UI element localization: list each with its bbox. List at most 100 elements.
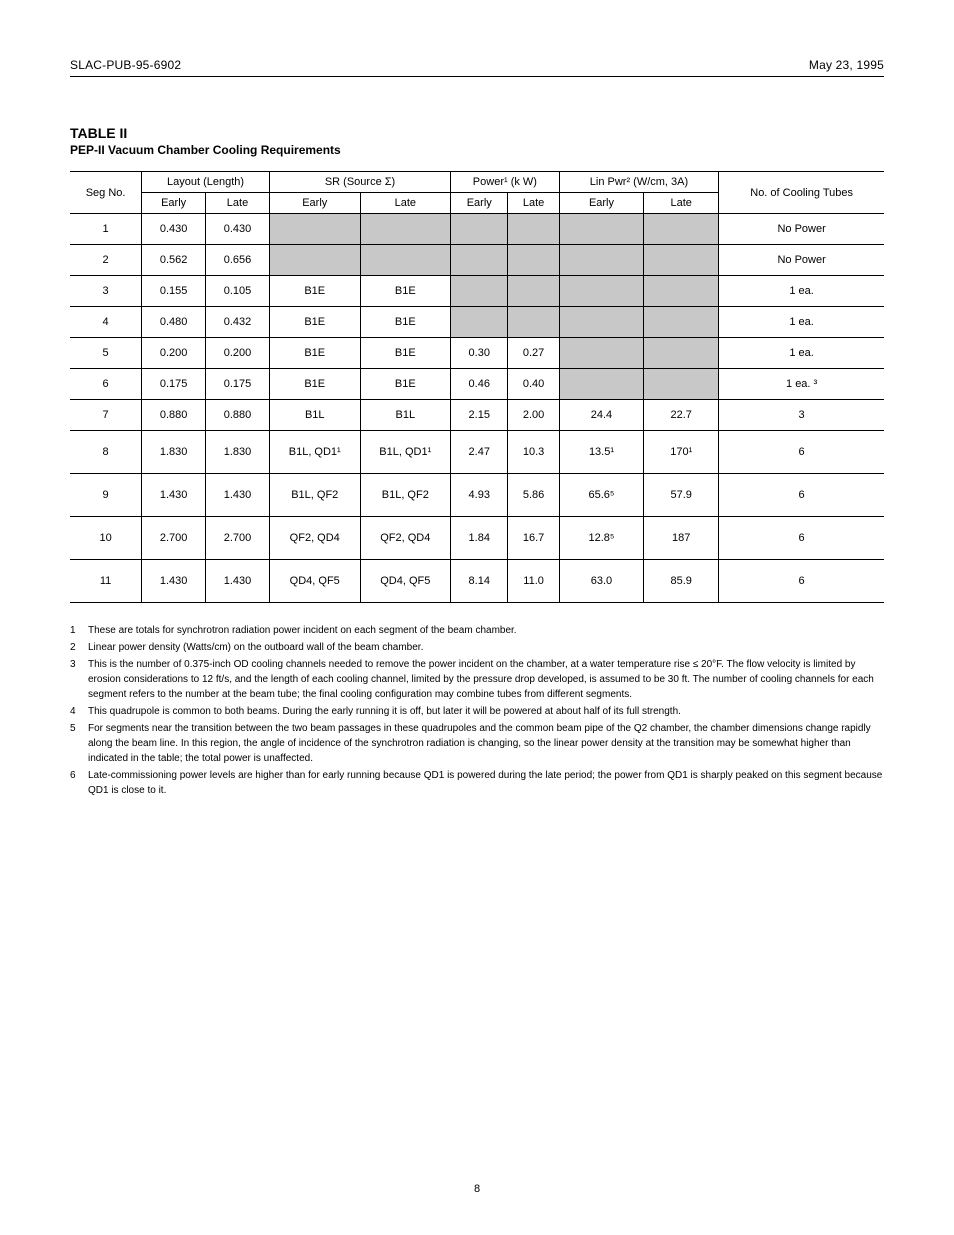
table-cell: 170¹: [644, 431, 719, 474]
table-row: 111.4301.430QD4, QF5QD4, QF58.1411.063.0…: [70, 560, 884, 603]
table-cell: B1E: [360, 276, 451, 307]
table-cell: 1.830: [206, 431, 270, 474]
table-cell: [451, 245, 508, 276]
table-row: 81.8301.830B1L, QD1¹B1L, QD1¹2.4710.313.…: [70, 431, 884, 474]
table-row: 102.7002.700QF2, QD4QF2, QD41.8416.712.8…: [70, 517, 884, 560]
footnote-text: For segments near the transition between…: [88, 721, 884, 766]
table-cell: QD4, QF5: [360, 560, 451, 603]
table-cell: B1E: [269, 276, 360, 307]
table-cell: 1 ea.: [719, 338, 884, 369]
table-cell: [559, 245, 644, 276]
footnote-number: 1: [70, 623, 88, 638]
table-cell: 57.9: [644, 474, 719, 517]
table-cell: 1 ea.: [719, 307, 884, 338]
table-subtitle: PEP-II Vacuum Chamber Cooling Requiremen…: [70, 143, 884, 157]
footnote-text: Late-commissioning power levels are high…: [88, 768, 884, 798]
table-cell: 5.86: [508, 474, 559, 517]
table-cell: [508, 307, 559, 338]
table-cell: B1L, QF2: [269, 474, 360, 517]
table-cell: 4: [70, 307, 142, 338]
footnote-number: 5: [70, 721, 88, 766]
table-cell: 1: [70, 214, 142, 245]
footnote-number: 3: [70, 657, 88, 702]
table-cell: B1E: [360, 338, 451, 369]
table-cell: 0.200: [142, 338, 206, 369]
table-cell: No Power: [719, 214, 884, 245]
table-cell: 1.830: [142, 431, 206, 474]
footnote-text: This quadrupole is common to both beams.…: [88, 704, 681, 719]
table-cell: 0.432: [206, 307, 270, 338]
table-row: 30.1550.105B1EB1E1 ea.: [70, 276, 884, 307]
table-cell: 2.00: [508, 400, 559, 431]
table-cell: 1.430: [142, 560, 206, 603]
table-cell: 13.5¹: [559, 431, 644, 474]
table-cell: [644, 276, 719, 307]
table-cell: 0.430: [206, 214, 270, 245]
col-tubes: No. of Cooling Tubes: [719, 172, 884, 214]
table-cell: B1L, QD1¹: [360, 431, 451, 474]
table-cell: 10: [70, 517, 142, 560]
table-cell: B1E: [269, 338, 360, 369]
header-left: SLAC-PUB-95-6902: [70, 58, 181, 72]
data-table: Seg No. Layout (Length) SR (Source Σ) Po…: [70, 171, 884, 603]
table-cell: B1L: [269, 400, 360, 431]
page-header: SLAC-PUB-95-6902 May 23, 1995: [70, 58, 884, 77]
table-cell: [644, 307, 719, 338]
table-cell: 2.700: [142, 517, 206, 560]
table-cell: 6: [719, 517, 884, 560]
table-cell: 16.7: [508, 517, 559, 560]
footnote-number: 4: [70, 704, 88, 719]
table-cell: [559, 214, 644, 245]
table-row: 20.5620.656No Power: [70, 245, 884, 276]
table-cell: 0.46: [451, 369, 508, 400]
table-cell: 10.3: [508, 431, 559, 474]
sub-sr-early: Early: [269, 193, 360, 214]
table-row: 91.4301.430B1L, QF2B1L, QF24.935.8665.6⁵…: [70, 474, 884, 517]
table-cell: [269, 214, 360, 245]
table-cell: QF2, QD4: [269, 517, 360, 560]
table-cell: 9: [70, 474, 142, 517]
table-cell: 24.4: [559, 400, 644, 431]
sub-layout-late: Late: [206, 193, 270, 214]
table-cell: 0.40: [508, 369, 559, 400]
table-cell: [644, 214, 719, 245]
table-cell: 6: [719, 474, 884, 517]
table-cell: 7: [70, 400, 142, 431]
table-cell: 0.155: [142, 276, 206, 307]
table-cell: [644, 369, 719, 400]
col-layout: Layout (Length): [142, 172, 270, 193]
sub-lin-late: Late: [644, 193, 719, 214]
table-cell: 63.0: [559, 560, 644, 603]
table-cell: [559, 338, 644, 369]
table-cell: 1.430: [206, 560, 270, 603]
table-cell: 2.47: [451, 431, 508, 474]
table-cell: 0.200: [206, 338, 270, 369]
table-cell: No Power: [719, 245, 884, 276]
table-cell: B1E: [360, 369, 451, 400]
table-title: TABLE II: [70, 125, 884, 141]
sub-power-early: Early: [451, 193, 508, 214]
footnote: 2Linear power density (Watts/cm) on the …: [70, 640, 884, 655]
table-row: 40.4800.432B1EB1E1 ea.: [70, 307, 884, 338]
table-cell: B1E: [360, 307, 451, 338]
table-cell: 1.430: [142, 474, 206, 517]
footnote-text: This is the number of 0.375-inch OD cool…: [88, 657, 884, 702]
col-sr: SR (Source Σ): [269, 172, 450, 193]
footnote-number: 6: [70, 768, 88, 798]
table-cell: 4.93: [451, 474, 508, 517]
table-cell: 0.480: [142, 307, 206, 338]
footnote: 3This is the number of 0.375-inch OD coo…: [70, 657, 884, 702]
sub-sr-late: Late: [360, 193, 451, 214]
footnote-text: Linear power density (Watts/cm) on the o…: [88, 640, 423, 655]
table-cell: 0.562: [142, 245, 206, 276]
table-cell: 22.7: [644, 400, 719, 431]
col-power: Power¹ (k W): [451, 172, 560, 193]
table-cell: 1 ea. ³: [719, 369, 884, 400]
sub-lin-early: Early: [559, 193, 644, 214]
table-cell: [451, 214, 508, 245]
table-cell: 8: [70, 431, 142, 474]
table-cell: 2: [70, 245, 142, 276]
table-cell: 5: [70, 338, 142, 369]
table-cell: B1L, QF2: [360, 474, 451, 517]
table-cell: B1L, QD1¹: [269, 431, 360, 474]
